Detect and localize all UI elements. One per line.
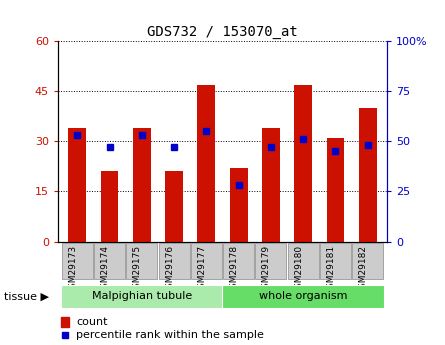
FancyBboxPatch shape (62, 243, 93, 279)
Text: count: count (76, 317, 107, 327)
Bar (359, 108, 376, 242)
FancyBboxPatch shape (61, 285, 222, 307)
Text: GSM29174: GSM29174 (101, 245, 109, 294)
Text: Malpighian tubule: Malpighian tubule (92, 292, 192, 301)
FancyBboxPatch shape (126, 243, 157, 279)
Bar (327, 138, 344, 241)
FancyBboxPatch shape (191, 243, 222, 279)
Text: GSM29182: GSM29182 (359, 245, 368, 294)
Bar (69, 128, 86, 242)
FancyBboxPatch shape (320, 243, 351, 279)
Text: percentile rank within the sample: percentile rank within the sample (76, 330, 264, 340)
Bar (61, 317, 69, 327)
FancyBboxPatch shape (288, 243, 319, 279)
Bar (294, 85, 312, 242)
Bar (198, 85, 215, 242)
Text: tissue ▶: tissue ▶ (4, 292, 49, 302)
FancyBboxPatch shape (158, 243, 190, 279)
Text: GSM29181: GSM29181 (327, 245, 336, 294)
Title: GDS732 / 153070_at: GDS732 / 153070_at (147, 25, 298, 39)
Bar (101, 171, 118, 242)
FancyBboxPatch shape (352, 243, 383, 279)
Text: whole organism: whole organism (259, 292, 348, 301)
Text: GSM29176: GSM29176 (165, 245, 174, 294)
FancyBboxPatch shape (94, 243, 125, 279)
Bar (133, 128, 151, 242)
Text: GSM29175: GSM29175 (133, 245, 142, 294)
Bar (230, 168, 247, 241)
Text: GSM29179: GSM29179 (262, 245, 271, 294)
Text: GSM29180: GSM29180 (294, 245, 303, 294)
Text: GSM29173: GSM29173 (68, 245, 77, 294)
FancyBboxPatch shape (255, 243, 287, 279)
Text: GSM29178: GSM29178 (230, 245, 239, 294)
Text: GSM29177: GSM29177 (198, 245, 206, 294)
Bar (165, 171, 183, 242)
Bar (262, 128, 280, 242)
FancyBboxPatch shape (222, 285, 384, 307)
FancyBboxPatch shape (223, 243, 254, 279)
